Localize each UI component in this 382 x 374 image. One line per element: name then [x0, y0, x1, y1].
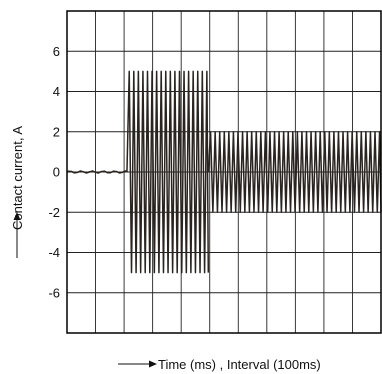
y-tick-label: -6: [48, 285, 60, 300]
y-axis-label: Contact current, A: [10, 126, 25, 230]
y-axis-arrow-head: [13, 212, 21, 220]
y-axis-title: Contact current, A: [10, 126, 25, 258]
x-axis-label: Time (ms) , Interval (100ms): [158, 357, 321, 372]
y-tick-label: 2: [53, 124, 60, 139]
x-axis-arrow-head: [149, 360, 157, 368]
trace-segment: [66, 170, 128, 174]
x-axis-title: Time (ms) , Interval (100ms): [118, 357, 321, 372]
y-tick-labels: 6 4 2 0 -2 -4 -6: [48, 44, 60, 301]
y-tick-label: 0: [53, 165, 60, 180]
y-tick-label: -2: [48, 205, 60, 220]
plot-frame: [66, 10, 382, 334]
y-tick-label: 6: [53, 44, 60, 59]
current-trace: [66, 70, 382, 274]
trace-segment: [126, 70, 210, 274]
y-tick-label: 4: [53, 84, 60, 99]
y-tick-label: -4: [48, 245, 60, 260]
trace-segment: [207, 131, 382, 213]
